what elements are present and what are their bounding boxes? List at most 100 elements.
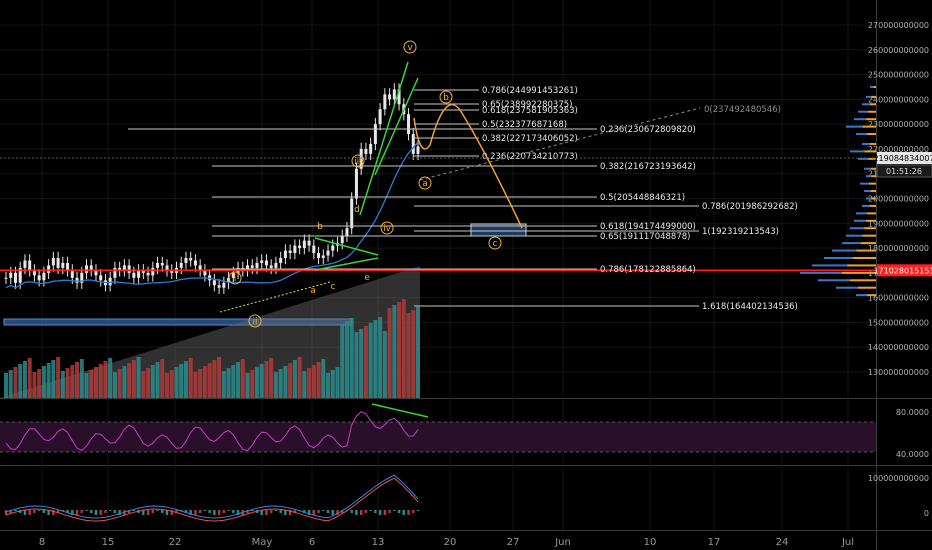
candle-body [127, 265, 131, 273]
time-tick-label: Jul [841, 537, 854, 548]
candle-body [189, 257, 193, 261]
volume-bar [259, 364, 264, 398]
macd-histogram-bar [127, 510, 131, 513]
macd-histogram-bar [260, 510, 263, 515]
macd-histogram-bar [23, 510, 27, 515]
volume-bar [326, 373, 331, 398]
candle-body [28, 260, 32, 271]
volume-bar [344, 321, 349, 398]
volume-bar [193, 372, 198, 398]
volume-profile-bar [856, 133, 867, 136]
macd-histogram-bar [52, 510, 55, 515]
volume-bar [250, 370, 255, 398]
candle-body [312, 245, 316, 254]
volume-profile-bar [873, 85, 876, 88]
macd-histogram-bar [217, 510, 221, 515]
volume-bar [89, 370, 94, 398]
volume-bar [46, 363, 51, 398]
volume-bar [330, 370, 335, 398]
macd-histogram-bar [412, 510, 415, 513]
price-tick-label: 180000000000 [868, 244, 929, 253]
volume-profile-bar [869, 142, 876, 145]
trendline-dotted [219, 281, 331, 313]
macd-histogram-bar [146, 510, 150, 515]
volume-profile-bar [864, 190, 871, 193]
volume-bar [269, 358, 274, 398]
volume-bar [84, 373, 89, 398]
time-tick-label: 24 [776, 537, 789, 548]
volume-bar [401, 299, 406, 398]
volume-profile-bar [871, 197, 876, 200]
candle-body [9, 272, 13, 278]
candle-body [397, 89, 401, 105]
macd-histogram-bar [269, 510, 273, 513]
volume-profile-bar [800, 271, 842, 274]
time-tick-label: 15 [102, 537, 115, 548]
candle-body [208, 275, 212, 281]
macd-histogram-bar [393, 510, 396, 511]
macd-histogram-bar [184, 510, 188, 513]
candle-body [137, 270, 141, 278]
volume-bar [4, 373, 8, 398]
rsi-line [5, 411, 419, 452]
wave-label-circle [248, 314, 262, 328]
wave-label: c [493, 239, 498, 249]
volume-profile-bar [867, 110, 876, 113]
fib-level-label: 0.382(216723193642) [600, 162, 696, 172]
candle-body [350, 198, 354, 229]
macd-histogram-bar [246, 510, 249, 513]
macd-histogram-bar [104, 510, 107, 513]
candle-body [18, 267, 22, 283]
volume-profile-bar [818, 279, 850, 282]
candle-body [184, 257, 188, 263]
volume-profile-bar [870, 190, 876, 193]
candle-body [231, 272, 235, 278]
volume-bar [340, 324, 345, 398]
macd-histogram-bar [364, 510, 368, 513]
volume-bar [183, 361, 188, 398]
volume-bar [335, 367, 340, 398]
fib-level-label: 0.618(237581905363) [482, 106, 578, 116]
volume-bar [98, 364, 103, 398]
macd-histogram-bar [265, 510, 268, 515]
time-tick-label: 8 [39, 537, 45, 548]
volume-profile-bar [860, 182, 869, 185]
candle-body [165, 265, 169, 271]
candle-body [4, 277, 8, 279]
volume-profile-bar [850, 150, 865, 153]
volume-bar [160, 359, 165, 398]
macd-histogram-bar [28, 510, 31, 515]
volume-bar [108, 358, 113, 398]
trendline [374, 77, 419, 176]
volume-bar [27, 358, 32, 398]
volume-profile-bar [862, 234, 876, 237]
volume-bar [392, 305, 397, 398]
macd-histogram-bar [322, 510, 325, 511]
rsi-band [0, 422, 876, 452]
volume-bar [416, 307, 420, 398]
volume-bar [212, 360, 217, 398]
candle-body [141, 270, 145, 273]
candle-body [359, 148, 363, 169]
volume-profile-bar [836, 286, 858, 289]
volume-bar [368, 323, 373, 398]
wave-label-circle [488, 236, 502, 250]
volume-profile-bar [846, 125, 863, 128]
macd-histogram-bar [33, 510, 36, 513]
volume-profile-bar [868, 182, 876, 185]
macd-histogram-bar [388, 510, 391, 513]
fib-level-label: 0.618(194174499000) [600, 222, 696, 232]
candle-body [156, 262, 160, 268]
volume-profile-bar [832, 249, 857, 252]
volume-bar [236, 362, 241, 398]
volume-profile-bar [856, 294, 867, 297]
time-tick-label: 6 [309, 537, 315, 548]
candle-body [99, 275, 103, 281]
macd-histogram-bar [350, 510, 353, 513]
candle-body [42, 272, 46, 281]
macd-histogram-bar [293, 510, 297, 513]
candle-body [61, 262, 65, 268]
time-tick-label: 10 [644, 537, 657, 548]
volume-bar [382, 331, 387, 398]
